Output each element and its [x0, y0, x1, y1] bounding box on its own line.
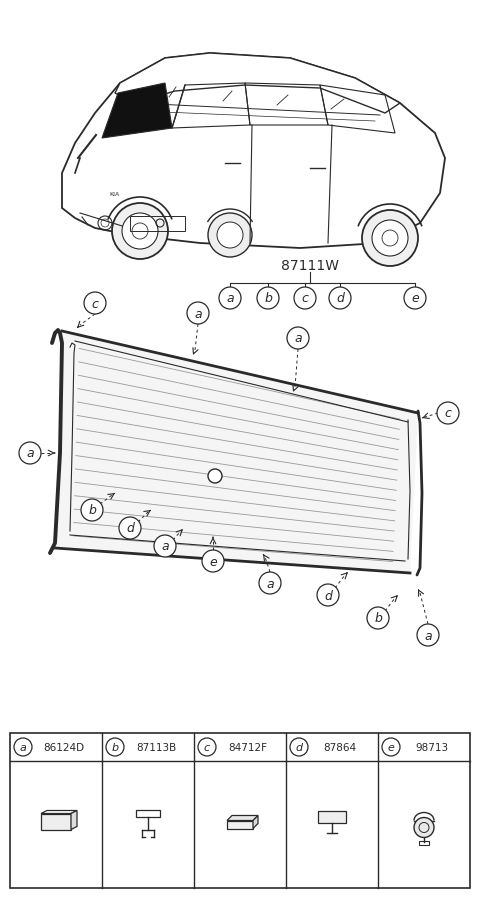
Text: 98713: 98713 [415, 742, 449, 752]
Circle shape [84, 293, 106, 314]
Text: b: b [88, 504, 96, 517]
Circle shape [417, 624, 439, 647]
Text: a: a [161, 540, 169, 553]
Text: c: c [92, 297, 98, 310]
Polygon shape [102, 84, 172, 139]
Polygon shape [62, 54, 445, 248]
Circle shape [372, 220, 408, 256]
Polygon shape [227, 815, 258, 821]
Text: a: a [424, 628, 432, 642]
Circle shape [329, 288, 351, 310]
Circle shape [187, 303, 209, 325]
Text: d: d [295, 742, 302, 752]
Circle shape [208, 470, 222, 483]
Text: e: e [387, 742, 395, 752]
Text: 87113B: 87113B [136, 742, 176, 752]
Polygon shape [227, 821, 253, 829]
Text: 86124D: 86124D [43, 742, 84, 752]
Text: b: b [111, 742, 119, 752]
Text: d: d [336, 293, 344, 305]
Circle shape [362, 210, 418, 266]
Circle shape [202, 551, 224, 573]
Circle shape [317, 584, 339, 606]
Text: a: a [194, 307, 202, 321]
Polygon shape [71, 811, 77, 830]
Circle shape [154, 535, 176, 557]
Text: c: c [204, 742, 210, 752]
Circle shape [257, 288, 279, 310]
Circle shape [367, 608, 389, 629]
Text: a: a [26, 447, 34, 460]
Text: e: e [209, 554, 217, 568]
Circle shape [382, 738, 400, 756]
Text: c: c [444, 407, 451, 420]
Text: 87864: 87864 [324, 742, 357, 752]
Polygon shape [55, 331, 418, 573]
Bar [419, 841, 429, 844]
Circle shape [259, 573, 281, 594]
Circle shape [122, 214, 158, 250]
Text: KIA: KIA [110, 191, 120, 196]
Bar [136, 810, 160, 816]
Bar [10, 733, 470, 888]
Circle shape [19, 442, 41, 464]
Text: a: a [226, 293, 234, 305]
Polygon shape [41, 814, 71, 830]
Circle shape [437, 403, 459, 424]
Circle shape [208, 214, 252, 257]
Circle shape [287, 328, 309, 349]
Text: a: a [294, 332, 302, 345]
Text: 87111W: 87111W [281, 259, 339, 273]
Text: b: b [374, 612, 382, 625]
Text: c: c [301, 293, 309, 305]
Text: d: d [126, 522, 134, 535]
Circle shape [119, 517, 141, 539]
Circle shape [414, 817, 434, 838]
Text: a: a [266, 577, 274, 590]
Polygon shape [253, 815, 258, 829]
Circle shape [106, 738, 124, 756]
Bar [318, 811, 346, 823]
Circle shape [294, 288, 316, 310]
Text: 84712F: 84712F [228, 742, 267, 752]
Circle shape [219, 288, 241, 310]
Circle shape [112, 204, 168, 260]
Circle shape [217, 223, 243, 248]
Circle shape [198, 738, 216, 756]
Bar [130, 217, 185, 232]
Polygon shape [115, 54, 400, 114]
Text: b: b [264, 293, 272, 305]
Circle shape [290, 738, 308, 756]
Circle shape [404, 288, 426, 310]
Circle shape [81, 499, 103, 521]
Text: a: a [20, 742, 26, 752]
Circle shape [14, 738, 32, 756]
Text: e: e [411, 293, 419, 305]
Text: d: d [324, 589, 332, 601]
